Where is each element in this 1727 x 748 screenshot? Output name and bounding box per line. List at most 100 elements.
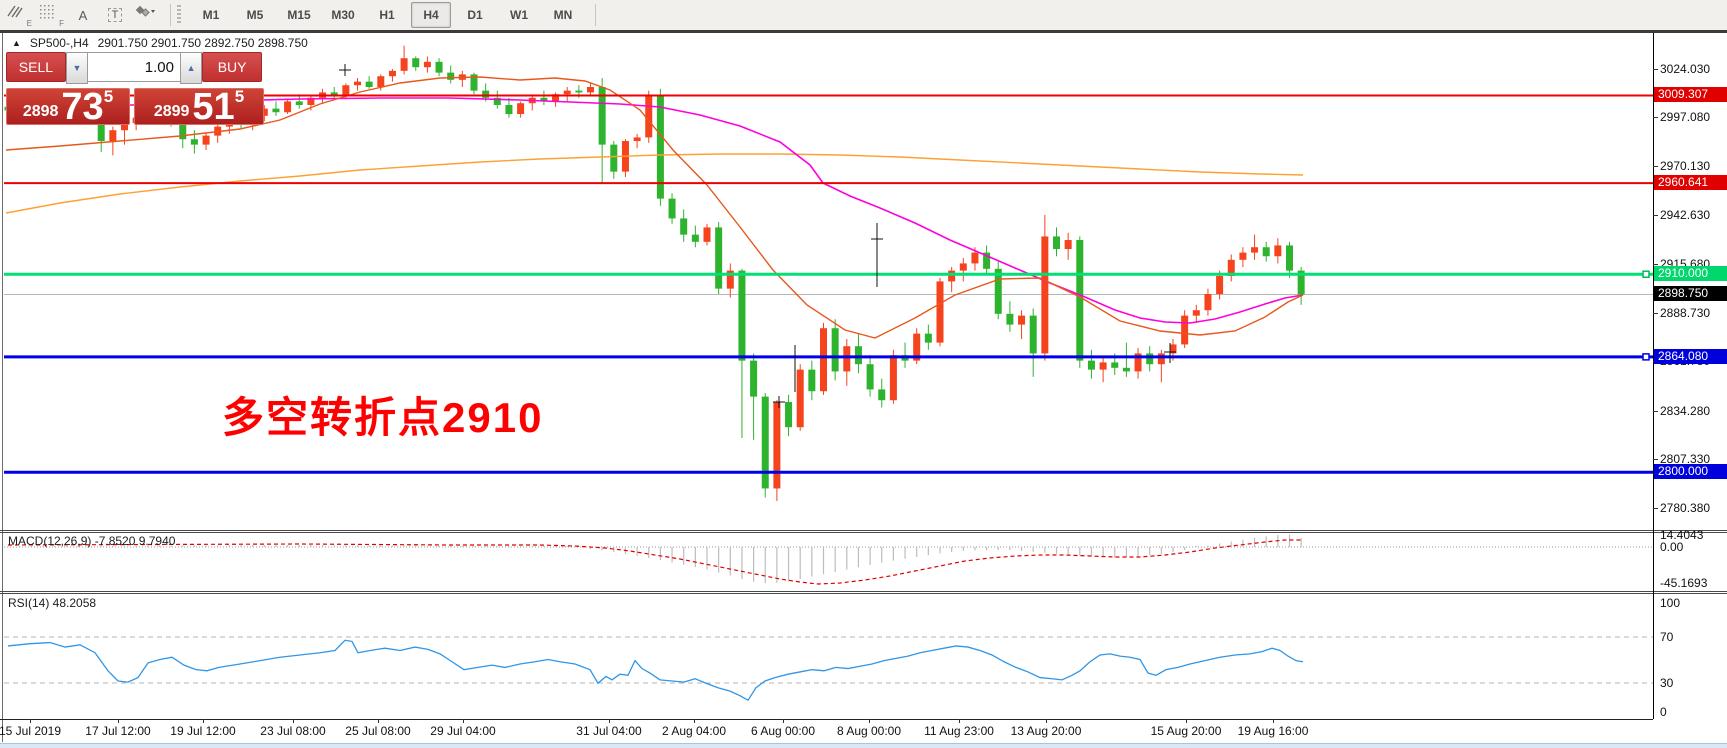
objects-list-tool-icon[interactable]: F [38, 3, 64, 28]
candle-body [1029, 315, 1037, 354]
time-tick [1046, 719, 1047, 723]
symbol-header: ▲ SP500-,H4 2901.750 2901.750 2892.750 2… [12, 36, 308, 50]
time-label: 25 Jul 08:00 [345, 724, 411, 738]
price-tick-dash [1653, 264, 1658, 265]
candle-body [831, 328, 839, 372]
candle-body [97, 119, 105, 142]
timeframe-button-mn[interactable]: MN [553, 8, 573, 22]
panel-separator[interactable] [0, 591, 1727, 592]
candle-body [179, 121, 187, 140]
timeframe-button-d1[interactable]: D1 [467, 8, 483, 22]
time-label: 29 Jul 04:00 [430, 724, 496, 738]
timeframe-button-w1[interactable]: W1 [510, 8, 528, 22]
price-tick-dash [1653, 312, 1658, 314]
candle-body [1064, 240, 1072, 250]
time-label: 13 Aug 20:00 [1010, 724, 1082, 738]
time-tick [293, 719, 294, 723]
collapse-arrow-icon[interactable]: ▲ [12, 38, 21, 48]
candle-body [843, 346, 851, 372]
volume-decrease-button[interactable]: ▼ [65, 52, 88, 84]
level-line-handle[interactable] [1642, 270, 1650, 278]
candle-body [773, 402, 781, 489]
candle-body [913, 333, 921, 361]
macd-scale-label: -45.1693 [1660, 576, 1708, 590]
time-axis-line [0, 719, 1653, 720]
time-tick [378, 719, 379, 723]
candle-body [866, 364, 874, 390]
candle-body [482, 90, 490, 98]
indicators-tool-icon[interactable]: E [6, 3, 32, 28]
candle-body [1274, 245, 1282, 257]
candle-body [470, 74, 478, 91]
candle-body [540, 97, 548, 102]
candle-body [575, 90, 583, 93]
candle-body [598, 87, 606, 145]
price-tick-label: 2807.330 [1660, 452, 1711, 467]
candle-body [284, 101, 292, 113]
price-tick-dash [1653, 507, 1658, 509]
bid-price-box[interactable]: 2898 73 5 [6, 85, 130, 128]
bid-price-main: 73 [61, 85, 104, 128]
candle-body [1181, 315, 1189, 345]
timeframe-button-h1[interactable]: H1 [379, 8, 395, 22]
timeframe-button-m5[interactable]: M5 [246, 8, 264, 22]
panel-separator [0, 593, 1727, 594]
candle-body [680, 218, 688, 235]
toolbar-grip[interactable] [177, 5, 181, 25]
timeframe-button-m30[interactable]: M30 [331, 8, 355, 22]
price-badge: 2898.750 [1654, 286, 1727, 302]
ask-price-box[interactable]: 2899 51 5 [134, 87, 264, 126]
candle-body [272, 108, 280, 113]
candle-body [994, 268, 1002, 314]
timeframe-button-m15[interactable]: M15 [287, 8, 311, 22]
candle-body [948, 270, 956, 282]
price-tick-label: 2834.280 [1660, 403, 1711, 418]
candle-body [423, 61, 431, 68]
volume-input[interactable] [88, 52, 180, 82]
text-box-tool-icon[interactable]: T [102, 3, 128, 27]
macd-scale-label: 14.4043 [1660, 528, 1704, 542]
candle-body [365, 81, 373, 88]
time-tick [30, 719, 31, 723]
time-tick [783, 719, 784, 723]
timeframe-button-h4[interactable]: H4 [411, 2, 451, 28]
time-tick [1186, 719, 1187, 723]
time-tick [869, 719, 870, 723]
candle-body [1111, 362, 1119, 368]
rsi-scale-label: 30 [1660, 676, 1674, 690]
level-line-handle[interactable] [1642, 353, 1650, 361]
candle-body [1053, 236, 1060, 250]
candle-body [354, 81, 361, 86]
shapes-tool-icon[interactable] [134, 3, 160, 27]
panel-separator[interactable] [0, 530, 1727, 531]
time-tick [959, 719, 960, 723]
symbol-name: SP500-,H4 [29, 36, 89, 50]
candle-body [645, 96, 653, 138]
timeframe-button-m1[interactable]: M1 [202, 8, 220, 22]
price-badge: 2800.000 [1654, 464, 1727, 480]
time-label: 15 Jul 2019 [0, 724, 62, 738]
rsi-scale-label: 100 [1660, 596, 1681, 610]
sell-button[interactable]: SELL [6, 52, 66, 82]
buy-button[interactable]: BUY [202, 52, 262, 82]
candle-body [505, 105, 513, 115]
volume-increase-button[interactable]: ▲ [180, 52, 203, 84]
candle-body [1006, 313, 1014, 325]
price-tick-label: 2888.730 [1660, 305, 1711, 320]
candle-body [1146, 353, 1154, 365]
macd-scale-label: 0.00 [1660, 540, 1684, 554]
ma-mid-line [5, 97, 1304, 324]
candle-body [552, 94, 560, 102]
candle-body [983, 252, 991, 269]
price-badge: 2910.000 [1654, 266, 1727, 282]
price-axis[interactable] [1653, 33, 1654, 719]
text-label-tool-icon[interactable]: A [78, 7, 88, 23]
candle-body [307, 97, 315, 106]
price-tick-dash [1653, 459, 1658, 461]
ask-price-pip: 5 [234, 87, 245, 106]
candle-body [1216, 276, 1224, 295]
candle-body [190, 139, 198, 145]
candle-body [726, 270, 734, 289]
